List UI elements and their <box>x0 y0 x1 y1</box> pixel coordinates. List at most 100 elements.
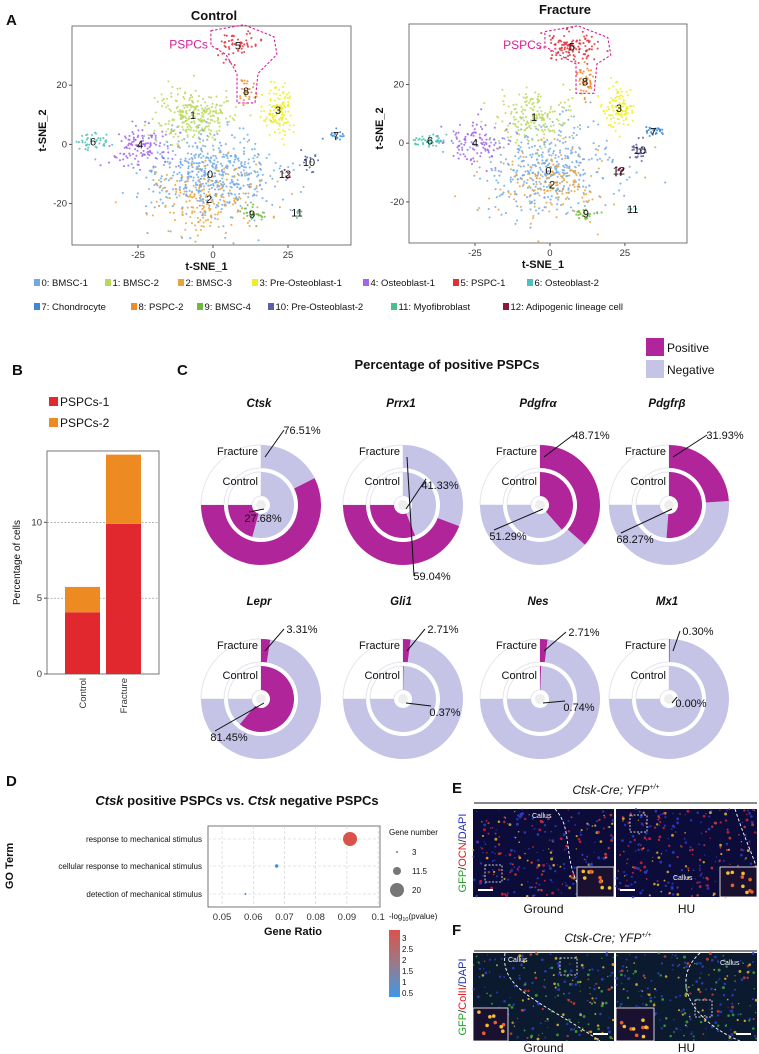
cell-point <box>225 89 228 92</box>
cell-point <box>94 158 97 161</box>
cluster-label: 6 <box>427 135 433 147</box>
cell-point <box>222 61 225 64</box>
cell-point <box>224 232 227 235</box>
cell-signal <box>579 1012 581 1014</box>
plot-frame <box>71 25 352 246</box>
cell-point <box>562 141 565 144</box>
cell-point <box>611 114 614 117</box>
cell-point <box>573 126 576 129</box>
cell-point <box>199 195 203 198</box>
cell-signal <box>705 957 709 961</box>
cell-point <box>576 126 579 129</box>
cell-point <box>198 178 201 181</box>
cell-point <box>529 169 532 172</box>
cell-signal <box>698 843 701 846</box>
stain-part: ColII <box>457 987 469 1010</box>
cell-signal <box>513 836 516 838</box>
cell-point <box>589 80 592 83</box>
cell-signal <box>714 860 717 863</box>
cell-signal <box>540 888 543 892</box>
cell-point <box>511 160 514 163</box>
cell-signal <box>648 894 651 897</box>
cell-point <box>309 160 312 163</box>
cell-signal <box>646 987 650 990</box>
cell-signal <box>517 870 520 872</box>
cell-point <box>150 134 153 137</box>
cell-point <box>614 99 617 102</box>
cell-point <box>243 172 246 175</box>
cell-point <box>137 145 140 148</box>
cell-point <box>239 197 242 200</box>
cell-point <box>277 111 280 114</box>
cell-signal <box>597 856 601 860</box>
cell-point <box>84 141 87 144</box>
cell-point <box>175 107 178 110</box>
cell-point <box>533 121 536 124</box>
cell-point <box>227 192 230 195</box>
cell-point <box>154 143 158 146</box>
cell-signal <box>748 969 751 972</box>
cell-point <box>95 146 98 149</box>
cell-signal <box>551 881 553 883</box>
cell-point <box>141 139 145 142</box>
cell-point <box>268 92 271 95</box>
cell-point <box>289 209 292 212</box>
cell-point <box>509 168 512 171</box>
cell-point <box>220 40 223 43</box>
cell-point <box>619 87 622 91</box>
cell-point <box>154 165 157 169</box>
cell-signal <box>629 812 632 815</box>
cell-point <box>196 112 199 115</box>
cell-point <box>516 126 519 129</box>
control-percent: 68.27% <box>616 534 654 546</box>
cell-point <box>582 78 585 81</box>
cell-point <box>216 116 219 120</box>
cell-point <box>216 204 219 207</box>
cell-point <box>186 126 189 129</box>
cell-point <box>562 44 565 47</box>
cell-point <box>247 162 250 165</box>
cell-signal <box>518 974 521 977</box>
cell-point <box>194 181 197 184</box>
cell-signal <box>511 863 514 866</box>
cell-signal <box>611 822 614 826</box>
cell-point <box>196 206 199 209</box>
cell-point <box>256 206 259 209</box>
cell-signal <box>556 864 559 866</box>
cell-point <box>264 181 267 184</box>
cell-signal <box>702 861 705 864</box>
cell-signal <box>729 863 731 865</box>
cell-point <box>517 144 520 147</box>
cell-point <box>568 166 571 169</box>
cell-signal <box>667 881 670 884</box>
cell-point <box>590 35 593 38</box>
cell-point <box>480 151 483 155</box>
cell-point <box>219 110 223 113</box>
cell-point <box>455 131 458 135</box>
cell-point <box>540 188 543 191</box>
panel-title: Ctsk-Cre; YFP+/+ <box>572 783 659 797</box>
cell-signal <box>577 838 581 841</box>
cell-point <box>165 97 168 100</box>
cell-point <box>279 104 282 107</box>
cell-signal <box>508 853 512 857</box>
cell-point <box>534 125 537 128</box>
cell-signal <box>604 856 607 859</box>
cell-point <box>450 139 453 142</box>
cell-signal <box>713 968 716 971</box>
cell-point <box>597 123 600 126</box>
cell-point <box>543 196 546 199</box>
cell-point <box>638 148 641 151</box>
cell-point <box>165 173 168 176</box>
cell-signal <box>742 849 745 852</box>
cell-point <box>610 76 613 79</box>
cluster-label: 3 <box>616 103 622 115</box>
ring-gap <box>479 444 541 506</box>
cell-point <box>201 213 204 216</box>
cell-point <box>203 188 206 191</box>
cell-point <box>252 203 255 206</box>
condition-label: Ground <box>523 902 563 916</box>
cell-point <box>585 200 588 203</box>
color-legend-label: 1.5 <box>402 967 414 976</box>
